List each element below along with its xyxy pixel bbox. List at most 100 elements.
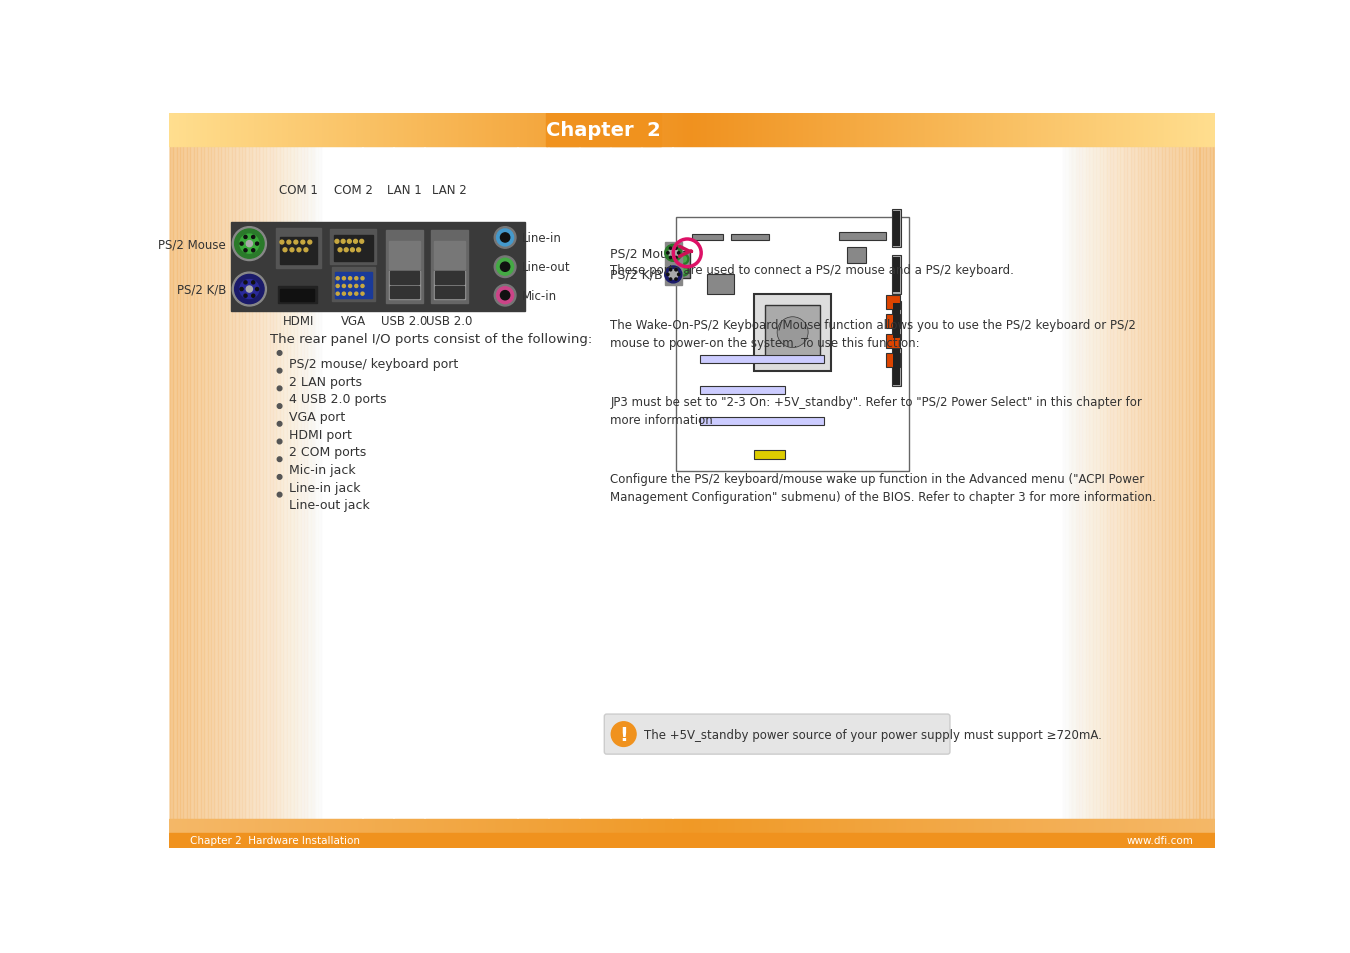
Circle shape	[304, 249, 308, 253]
Text: USB 2.0: USB 2.0	[427, 314, 472, 327]
Text: Line-out jack: Line-out jack	[289, 499, 370, 512]
Circle shape	[290, 249, 294, 253]
Text: These ports are used to connect a PS/2 mouse and a PS/2 keyboard.: These ports are used to connect a PS/2 m…	[610, 264, 1014, 276]
Bar	[699, 387, 784, 395]
Circle shape	[288, 241, 290, 245]
Text: Configure the PS/2 keyboard/mouse wake up function in the Advanced menu ("ACPI P: Configure the PS/2 keyboard/mouse wake u…	[610, 473, 1157, 504]
Circle shape	[348, 277, 351, 280]
Circle shape	[497, 230, 513, 247]
Bar	[765, 306, 819, 359]
Circle shape	[244, 236, 247, 239]
Text: HDMI port: HDMI port	[289, 428, 352, 441]
Circle shape	[670, 278, 672, 281]
Circle shape	[277, 476, 282, 479]
Bar	[846, 248, 867, 264]
Circle shape	[255, 243, 259, 246]
Bar	[886, 335, 899, 348]
Bar	[886, 354, 899, 368]
Circle shape	[308, 241, 312, 245]
Circle shape	[277, 457, 282, 462]
Bar	[390, 287, 418, 299]
Circle shape	[240, 288, 243, 292]
Circle shape	[501, 292, 510, 300]
Circle shape	[501, 233, 510, 243]
Text: !: !	[620, 725, 628, 744]
Bar	[547, 114, 662, 147]
Circle shape	[360, 240, 363, 244]
Circle shape	[351, 249, 354, 253]
Circle shape	[294, 241, 298, 245]
Circle shape	[240, 234, 259, 253]
FancyBboxPatch shape	[605, 715, 950, 755]
Circle shape	[664, 245, 682, 262]
Bar	[676, 252, 690, 279]
Circle shape	[778, 317, 809, 348]
Bar	[886, 295, 899, 310]
Text: 2 COM ports: 2 COM ports	[289, 446, 366, 458]
Circle shape	[668, 271, 678, 280]
Circle shape	[244, 281, 247, 285]
Circle shape	[244, 294, 247, 298]
Bar	[389, 272, 420, 300]
Bar	[886, 315, 899, 329]
Text: The +5V_standby power source of your power supply must support ≥720mA.: The +5V_standby power source of your pow…	[644, 728, 1102, 740]
Circle shape	[494, 256, 516, 278]
Circle shape	[277, 404, 282, 409]
Bar	[278, 287, 317, 304]
Circle shape	[344, 249, 348, 253]
Text: PS/2 K/B: PS/2 K/B	[610, 269, 663, 282]
Bar	[435, 287, 464, 299]
Bar	[433, 272, 464, 300]
Circle shape	[336, 277, 339, 280]
Circle shape	[678, 254, 688, 265]
Text: LAN 1: LAN 1	[387, 184, 421, 196]
Circle shape	[235, 230, 265, 259]
Circle shape	[343, 277, 346, 280]
Circle shape	[348, 293, 351, 295]
Circle shape	[664, 267, 682, 284]
Bar	[279, 238, 317, 264]
Text: Mic-in jack: Mic-in jack	[289, 463, 355, 476]
Text: Line-in: Line-in	[522, 232, 562, 245]
Bar	[169, 833, 1215, 848]
Bar	[433, 242, 464, 270]
Circle shape	[360, 293, 365, 295]
Circle shape	[678, 274, 680, 276]
Bar	[894, 257, 899, 293]
Circle shape	[235, 275, 265, 304]
Circle shape	[251, 294, 255, 298]
Circle shape	[678, 253, 680, 254]
Bar	[699, 417, 824, 425]
Bar	[664, 264, 682, 286]
Bar	[389, 242, 420, 270]
Circle shape	[354, 240, 358, 244]
Circle shape	[678, 266, 688, 276]
Circle shape	[251, 236, 255, 239]
Circle shape	[675, 270, 678, 272]
Text: Chapter  2: Chapter 2	[547, 121, 662, 140]
Bar	[431, 231, 468, 304]
Circle shape	[675, 278, 678, 281]
Text: Mic-in: Mic-in	[522, 290, 558, 302]
Circle shape	[501, 263, 510, 272]
Text: Chapter 2  Hardware Installation: Chapter 2 Hardware Installation	[190, 836, 360, 845]
Circle shape	[497, 259, 513, 275]
Circle shape	[277, 387, 282, 392]
Text: VGA: VGA	[340, 314, 366, 327]
Bar	[676, 217, 909, 472]
Text: PS/2 K/B: PS/2 K/B	[177, 283, 225, 296]
Bar	[753, 451, 784, 459]
Bar	[894, 304, 899, 339]
Text: HDMI: HDMI	[282, 314, 313, 327]
Circle shape	[497, 288, 513, 304]
Circle shape	[232, 228, 266, 261]
Bar	[707, 275, 734, 294]
Bar	[892, 210, 900, 248]
Text: PS/2 Mouse: PS/2 Mouse	[610, 247, 683, 260]
Bar	[894, 212, 899, 247]
Text: PS/2 mouse/ keyboard port: PS/2 mouse/ keyboard port	[289, 357, 458, 371]
Circle shape	[232, 273, 266, 307]
Bar	[892, 302, 900, 340]
Circle shape	[342, 240, 346, 244]
Circle shape	[360, 277, 365, 280]
